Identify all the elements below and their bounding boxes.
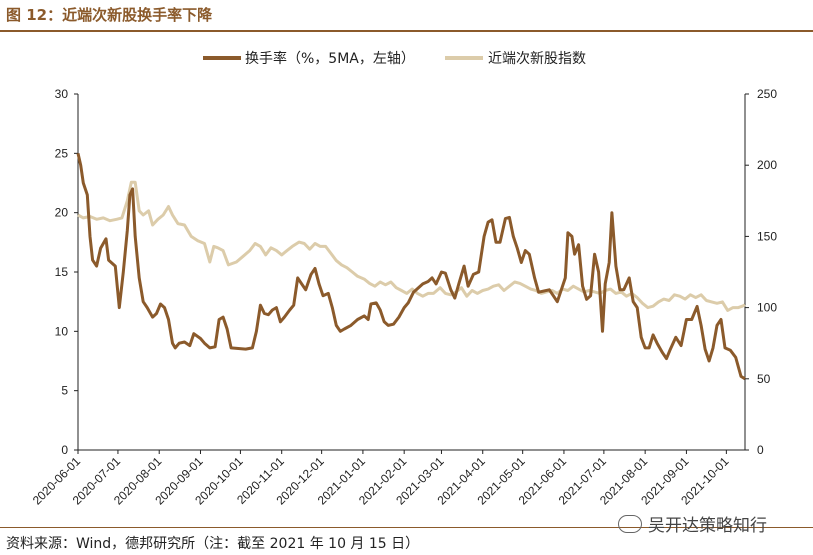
chart-legend: 换手率（%，5MA，左轴） 近端次新股指数 xyxy=(203,50,586,67)
watermark: 吴开达策略知行 xyxy=(618,511,767,536)
series-line-turnover xyxy=(76,152,746,381)
right-tick-label: 100 xyxy=(757,301,777,315)
legend-label-index: 近端次新股指数 xyxy=(488,51,586,67)
left-tick-label: 25 xyxy=(55,146,69,160)
right-tick-label: 50 xyxy=(757,372,771,386)
series-line-index xyxy=(77,180,746,312)
left-tick-label: 15 xyxy=(55,265,69,279)
watermark-text: 吴开达策略知行 xyxy=(648,516,767,536)
top-divider xyxy=(0,30,813,32)
source-note: 资料来源：Wind，德邦研究所（注：截至 2021 年 10 月 15 日） xyxy=(6,536,420,552)
wechat-icon xyxy=(618,514,642,533)
left-tick-label: 10 xyxy=(55,324,69,338)
line-chart: 换手率（%，5MA，左轴） 近端次新股指数 0 5 10 15 20 25 30 0 50 100… xyxy=(30,50,778,508)
left-tick-label: 30 xyxy=(55,87,69,101)
legend-label-turnover: 换手率（%，5MA，左轴） xyxy=(245,50,415,67)
left-tick-label: 5 xyxy=(61,384,68,398)
right-tick-label: 0 xyxy=(757,443,764,457)
right-tick-label: 250 xyxy=(757,87,777,101)
right-tick-label: 200 xyxy=(757,158,777,172)
chart-series xyxy=(76,152,746,381)
left-tick-label: 0 xyxy=(61,443,68,457)
figure-title: 图 12：近端次新股换手率下降 xyxy=(6,6,213,24)
right-tick-label: 150 xyxy=(757,229,777,243)
left-tick-label: 20 xyxy=(55,206,69,220)
bottom-divider xyxy=(0,527,813,528)
